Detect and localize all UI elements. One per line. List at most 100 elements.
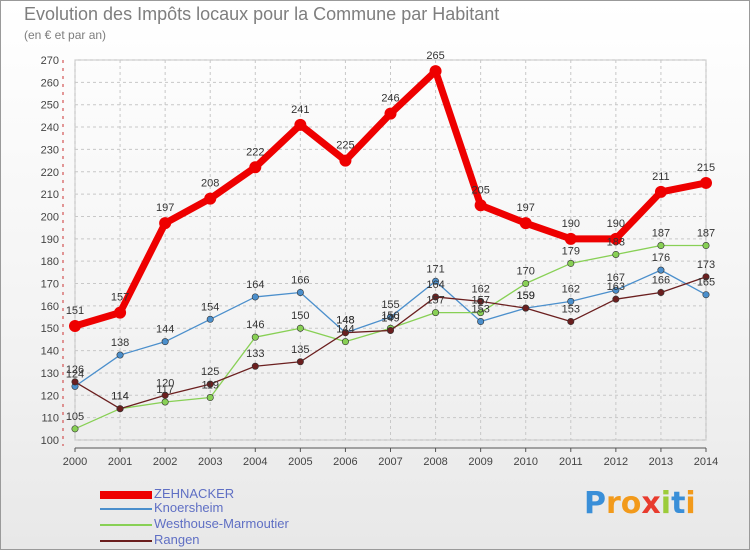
data-point bbox=[702, 242, 710, 250]
data-point bbox=[522, 280, 530, 288]
data-point bbox=[339, 154, 352, 167]
data-point bbox=[296, 324, 304, 332]
data-point bbox=[294, 118, 307, 131]
data-point bbox=[116, 351, 124, 359]
legend-label: Westhouse-Marmoutier bbox=[154, 516, 289, 531]
data-point bbox=[341, 329, 349, 337]
data-point bbox=[249, 161, 262, 174]
proxiti-logo: Proxiti bbox=[584, 486, 696, 521]
x-tick-label: 2002 bbox=[153, 456, 177, 468]
data-point bbox=[206, 315, 214, 323]
data-point bbox=[251, 293, 259, 301]
data-point bbox=[564, 232, 577, 245]
data-label: 197 bbox=[156, 202, 174, 214]
x-tick-label: 2006 bbox=[333, 456, 357, 468]
data-label: 159 bbox=[517, 290, 535, 302]
data-point bbox=[116, 405, 124, 413]
legend-swatch bbox=[100, 540, 152, 542]
data-label: 179 bbox=[562, 245, 580, 257]
data-point bbox=[567, 259, 575, 267]
data-point bbox=[204, 192, 217, 205]
data-point bbox=[161, 391, 169, 399]
x-tick-label: 2011 bbox=[559, 456, 583, 468]
data-label: 135 bbox=[291, 344, 309, 356]
legend-label: Knoersheim bbox=[154, 500, 224, 515]
y-tick-label: 100 bbox=[41, 435, 59, 447]
data-point bbox=[612, 295, 620, 303]
y-tick-label: 220 bbox=[41, 167, 59, 179]
data-point bbox=[612, 250, 620, 258]
data-label: 173 bbox=[697, 259, 715, 271]
data-label: 166 bbox=[291, 274, 309, 286]
data-label: 157 bbox=[471, 295, 489, 307]
chart-subtitle: (en € et par an) bbox=[24, 28, 107, 42]
y-tick-label: 210 bbox=[41, 189, 59, 201]
data-label: 150 bbox=[291, 310, 309, 322]
x-tick-label: 2000 bbox=[63, 456, 87, 468]
data-point bbox=[657, 288, 665, 296]
data-label: 225 bbox=[336, 140, 354, 152]
data-point bbox=[206, 394, 214, 402]
data-label: 138 bbox=[111, 337, 129, 349]
data-point bbox=[522, 304, 530, 312]
data-label: 167 bbox=[607, 272, 625, 284]
data-label: 124 bbox=[66, 368, 84, 380]
data-point bbox=[296, 358, 304, 366]
data-point bbox=[477, 309, 485, 317]
data-point bbox=[296, 288, 304, 296]
data-label: 146 bbox=[246, 319, 264, 331]
data-point bbox=[657, 266, 665, 274]
data-label: 165 bbox=[697, 277, 715, 289]
data-label: 150 bbox=[381, 310, 399, 322]
data-label: 155 bbox=[381, 299, 399, 311]
data-label: 114 bbox=[111, 391, 129, 403]
data-label: 190 bbox=[607, 218, 625, 230]
data-label: 187 bbox=[652, 228, 670, 240]
data-label: 157 bbox=[111, 292, 129, 304]
data-point bbox=[432, 293, 440, 301]
data-point bbox=[251, 362, 259, 370]
y-tick-label: 150 bbox=[41, 323, 59, 335]
data-point bbox=[161, 338, 169, 346]
data-label: 159 bbox=[517, 290, 535, 302]
x-tick-label: 2004 bbox=[243, 456, 267, 468]
data-label: 205 bbox=[471, 184, 489, 196]
data-label: 211 bbox=[652, 171, 670, 183]
data-point bbox=[654, 185, 667, 198]
data-label: 125 bbox=[201, 366, 219, 378]
data-point bbox=[609, 232, 622, 245]
y-tick-label: 180 bbox=[41, 256, 59, 268]
data-point bbox=[432, 309, 440, 317]
data-label: 133 bbox=[246, 348, 264, 360]
data-label: 215 bbox=[697, 162, 715, 174]
legend-label: ZEHNACKER bbox=[154, 486, 235, 501]
y-tick-label: 260 bbox=[41, 77, 59, 89]
data-point bbox=[567, 318, 575, 326]
data-point bbox=[341, 338, 349, 346]
legend-swatch bbox=[100, 508, 152, 510]
data-label: 162 bbox=[562, 283, 580, 295]
data-label: 170 bbox=[517, 266, 535, 278]
data-label: 157 bbox=[426, 295, 444, 307]
y-tick-label: 110 bbox=[41, 413, 59, 425]
data-point bbox=[159, 217, 172, 230]
data-point bbox=[114, 306, 127, 319]
x-tick-label: 2013 bbox=[649, 456, 673, 468]
data-label: 148 bbox=[336, 315, 354, 327]
y-tick-label: 190 bbox=[41, 234, 59, 246]
x-tick-label: 2007 bbox=[378, 456, 402, 468]
data-point bbox=[477, 318, 485, 326]
y-tick-label: 160 bbox=[41, 301, 59, 313]
data-label: 119 bbox=[201, 380, 219, 392]
data-point bbox=[474, 199, 487, 212]
y-tick-label: 170 bbox=[41, 279, 59, 291]
data-label: 183 bbox=[607, 236, 625, 248]
data-label: 166 bbox=[652, 274, 670, 286]
data-label: 164 bbox=[246, 279, 264, 291]
legend-swatch bbox=[100, 524, 152, 526]
x-tick-label: 2012 bbox=[604, 456, 628, 468]
data-label: 171 bbox=[426, 263, 444, 275]
legend-swatch bbox=[100, 491, 152, 499]
data-label: 163 bbox=[607, 281, 625, 293]
